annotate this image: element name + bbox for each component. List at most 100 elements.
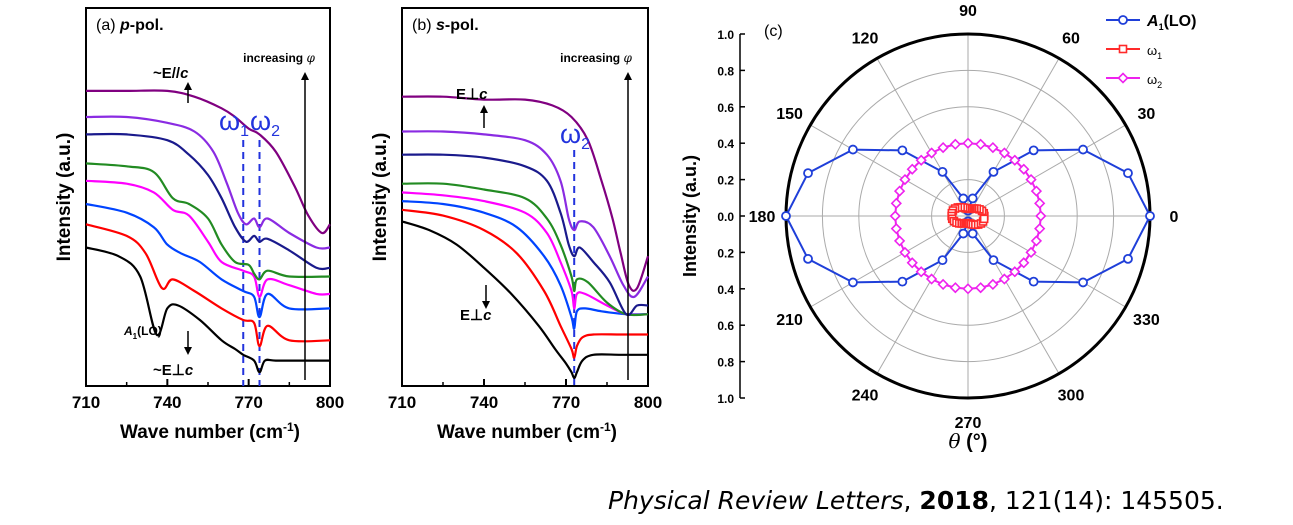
data-point [1117,72,1129,84]
x-tick-label: 710 [388,393,416,412]
data-point [958,193,969,204]
series-line [85,202,331,319]
grid-radial [967,58,1060,217]
data-point [899,173,911,186]
grid-radial [967,124,1126,217]
annotation-bottom: ~E⊥c [153,362,194,379]
data-point [1078,277,1088,288]
data-point [1034,223,1046,235]
data-point [893,235,906,247]
annotation-top: E⊥c [456,86,488,103]
data-point [1030,185,1043,197]
panel-label: (b) s-pol. [412,17,479,34]
series-line [85,115,331,250]
data-point [925,273,938,285]
grid-radial [876,215,969,374]
grid-radial [876,58,969,217]
data-point [890,223,902,235]
data-point [1118,15,1128,25]
data-point [803,253,813,264]
grid-radial [810,215,969,308]
citation-year: 2018 [919,486,990,515]
angle-label: 120 [852,31,879,48]
citation-sep: , [903,486,920,515]
r-tick-label: 0.6 [717,101,734,115]
series-line [85,162,331,281]
data-point [937,255,948,266]
x-tick-label: 800 [634,393,662,412]
r-tick-label: 0.4 [717,137,734,151]
data-point [848,144,858,155]
data-point [1034,197,1046,209]
data-point [998,273,1011,285]
legend-label: ω2 [1147,72,1162,90]
data-point [987,141,999,154]
data-point [1009,266,1021,278]
data-point [848,277,858,288]
data-point [962,137,974,149]
data-point [962,283,974,295]
data-point [1078,144,1088,155]
angle-label: 60 [1062,31,1080,48]
annotation-bottom: E⊥c [460,307,492,324]
series-line [401,191,649,316]
data-point [975,138,987,150]
angle-label: 270 [955,415,982,432]
r-tick-label: 1.0 [717,392,734,406]
data-point [899,246,911,259]
mode-label: A1(LO) [123,324,162,341]
y-axis-label: Intensity (a.u.) [54,133,75,262]
figure: 710 740 770 800 Wave number (cm-1) Intensity … [54,3,1196,453]
r-tick-label: 1.0 [717,28,734,42]
r-tick-label: 0.2 [717,246,734,260]
data-point [958,228,969,239]
data-point [988,255,999,266]
data-point [987,278,999,291]
data-point [1025,246,1037,259]
legend-label: A1(LO) [1146,13,1196,32]
grid-radial [967,215,1126,308]
data-point [1030,235,1043,247]
r-tick-label: 0.8 [717,64,734,78]
r-tick-label: 0.8 [717,356,734,370]
data-point [1028,276,1039,287]
data-point [988,166,999,177]
angle-label: 30 [1138,106,1156,123]
y-axis-label: Intensity (a.u.) [680,155,700,277]
data-point [1123,168,1133,179]
data-point [1123,253,1133,264]
series-line [85,179,331,298]
series-line [401,200,649,330]
angle-label: 0 [1170,209,1179,226]
angle-label: 150 [776,106,803,123]
increasing-label: increasing φ [243,51,315,65]
angle-label: 210 [776,312,803,329]
data-point [1018,257,1030,269]
panel-b: 710 740 770 800 Wave number (cm-1) Intensity … [370,7,662,443]
r-tick-label: 0.4 [717,283,734,297]
x-tick-label: 770 [552,393,580,412]
x-tick-label: 800 [316,393,344,412]
series-line [86,89,331,235]
data-point [1025,173,1037,186]
series-line [401,182,649,317]
series-line [401,95,650,292]
data-point [979,214,989,224]
citation-journal: Physical Review Letters [608,486,904,515]
series-line [401,153,649,317]
series-line [85,132,331,271]
series-line [85,246,330,374]
series-line [85,223,331,348]
x-tick-label: 770 [234,393,262,412]
panel-label: (c) [764,23,783,40]
grid-radial [810,124,969,217]
x-tick-label: 740 [153,393,181,412]
data-point [967,228,978,239]
angle-label: 180 [749,209,776,226]
y-axis-label: Intensity (a.u.) [370,133,391,262]
data-point [925,147,938,159]
data-point [1145,211,1155,221]
panel-label: (a) p-pol. [96,17,164,34]
panel-a: 710 740 770 800 Wave number (cm-1) Intensity … [54,7,344,443]
data-point [949,282,961,294]
